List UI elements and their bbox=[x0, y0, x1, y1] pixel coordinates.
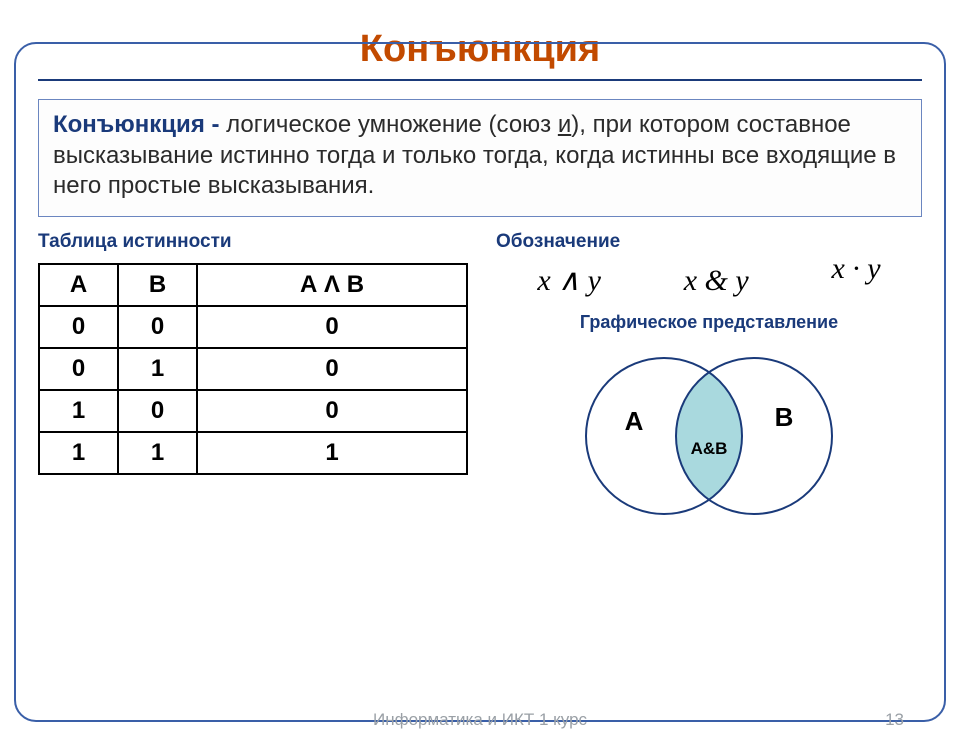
definition-part1: логическое умножение (союз bbox=[219, 111, 557, 138]
definition-term: Конъюнкция - bbox=[53, 111, 219, 138]
footer-text: Информатика и ИКТ 1 курс bbox=[0, 710, 960, 730]
definition-text: Конъюнкция - логическое умножение (союз … bbox=[53, 110, 907, 202]
page-number: 13 bbox=[885, 710, 904, 730]
definition-block: Конъюнкция - логическое умножение (союз … bbox=[38, 99, 922, 217]
notation-dot: x · y bbox=[831, 252, 880, 286]
definition-underlined: и bbox=[558, 111, 571, 138]
